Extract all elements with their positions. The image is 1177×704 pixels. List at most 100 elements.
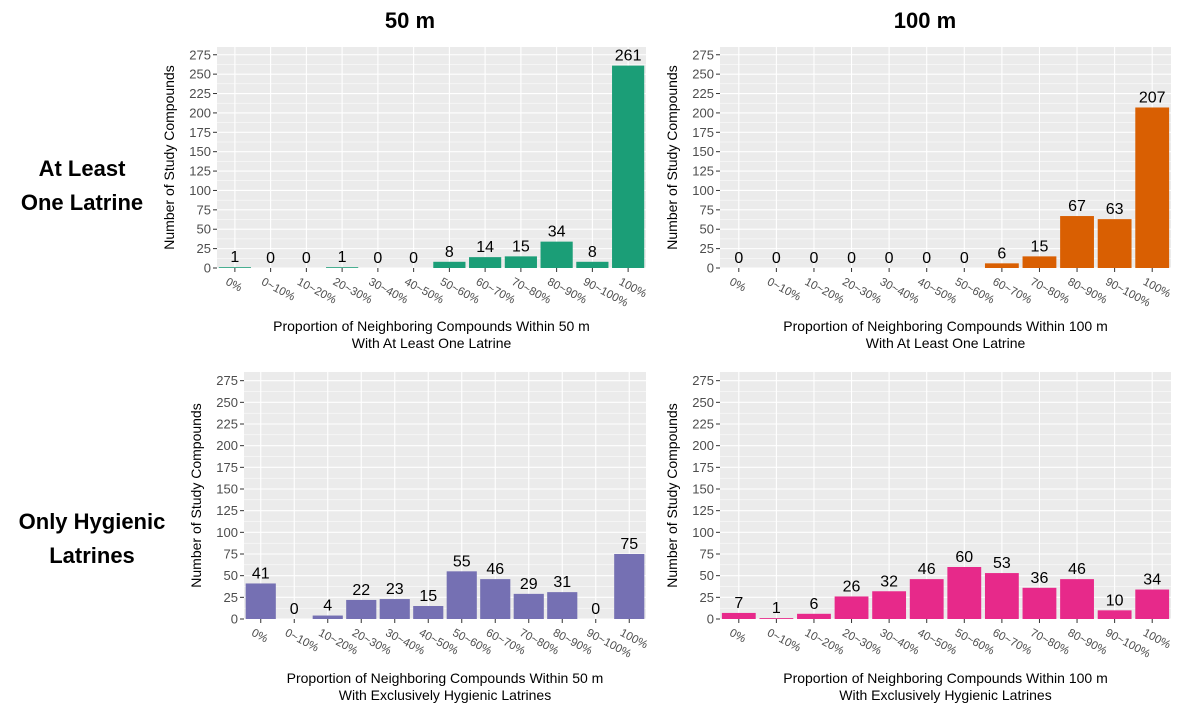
bar [346, 599, 377, 619]
y-tick-label: 25 [700, 241, 714, 256]
y-tick-label: 225 [692, 417, 714, 432]
x-tick-label: 80~90% [545, 276, 588, 307]
bar [947, 567, 982, 619]
bar [1022, 256, 1057, 268]
bar-value-label: 8 [445, 244, 454, 261]
bar-value-label: 23 [386, 581, 404, 598]
y-axis-title: Number of Study Compounds [188, 403, 204, 587]
bar-value-label: 0 [734, 250, 743, 267]
y-tick-label: 250 [692, 395, 714, 410]
x-axis-title-line: With Exclusively Hygienic Latrines [339, 687, 551, 703]
y-tick-label: 50 [700, 222, 714, 237]
panel-background [720, 372, 1171, 619]
y-tick-label: 50 [197, 222, 211, 237]
bar-value-label: 7 [734, 595, 743, 612]
bar-value-label: 0 [960, 250, 969, 267]
y-axis-title: Number of Study Compounds [664, 65, 680, 249]
bar-value-label: 4 [323, 598, 332, 615]
x-tick-label: 30~40% [878, 276, 921, 307]
bar-value-label: 46 [486, 561, 504, 578]
bar-value-label: 34 [1143, 572, 1161, 589]
bar-value-label: 60 [955, 549, 973, 566]
y-tick-label: 25 [224, 590, 238, 605]
row-label-line-1: Only Hygienic [18, 509, 166, 534]
x-tick-label: 80~90% [1066, 276, 1109, 307]
bar [540, 241, 573, 268]
bar [721, 612, 756, 619]
x-tick-label: 20~30% [840, 276, 883, 307]
bar-value-label: 36 [1031, 570, 1049, 587]
x-tick-label: 50~60% [953, 627, 996, 658]
bar-value-label: 67 [1068, 198, 1086, 215]
x-tick-label: 10~20% [295, 276, 338, 307]
x-axis-title-line: With Exclusively Hygienic Latrines [839, 687, 1051, 703]
y-tick-label: 75 [197, 202, 211, 217]
y-tick-label: 0 [231, 612, 238, 627]
bar-value-label: 0 [373, 250, 382, 267]
column-title-50m: 50 m [384, 8, 436, 33]
bar-value-label: 1 [338, 249, 347, 266]
bar [480, 579, 511, 619]
y-axis-title: Number of Study Compounds [664, 403, 680, 587]
row-label-line-2: One Latrine [20, 190, 144, 215]
bar-value-label: 26 [843, 578, 861, 595]
bar-value-label: 1 [772, 600, 781, 617]
bar [379, 599, 410, 619]
bar-value-label: 0 [885, 250, 894, 267]
bar [909, 579, 944, 619]
x-tick-label: 70~80% [1028, 276, 1071, 307]
panel-background [244, 372, 646, 619]
bar [218, 267, 251, 268]
x-tick-label: 40~50% [402, 276, 445, 307]
bar-value-label: 10 [1106, 592, 1124, 609]
bar-value-label: 31 [553, 574, 571, 591]
x-tick-label: 0% [223, 276, 243, 294]
bar-value-label: 207 [1139, 89, 1166, 106]
y-tick-label: 75 [224, 547, 238, 562]
bar [797, 613, 831, 619]
row-label-line-1: At Least [38, 156, 126, 181]
y-tick-label: 225 [189, 86, 211, 101]
x-axis-title-line: Proportion of Neighboring Compounds With… [273, 318, 590, 334]
bar-value-label: 41 [252, 565, 270, 582]
y-tick-label: 50 [700, 568, 714, 583]
x-tick-label: 70~80% [509, 276, 552, 307]
bar-value-label: 8 [588, 244, 597, 261]
x-tick-label: 50~60% [438, 276, 481, 307]
bar-value-label: 53 [993, 555, 1011, 572]
bar [446, 571, 477, 619]
x-tick-label: 70~80% [1028, 627, 1071, 658]
y-tick-label: 275 [189, 47, 211, 62]
y-tick-label: 175 [189, 125, 211, 140]
y-tick-label: 150 [189, 144, 211, 159]
x-tick-label: 40~50% [915, 627, 958, 658]
bar [984, 573, 1019, 619]
bar [1135, 107, 1170, 268]
bar [1022, 587, 1057, 619]
bar [433, 261, 466, 268]
y-tick-label: 175 [216, 460, 238, 475]
x-tick-label: 10~20% [803, 627, 846, 658]
bar-value-label: 0 [266, 250, 275, 267]
bar-value-label: 75 [620, 536, 638, 553]
y-tick-label: 175 [692, 125, 714, 140]
x-tick-label: 20~30% [840, 627, 883, 658]
y-tick-label: 75 [700, 202, 714, 217]
x-tick-label: 80~90% [1066, 627, 1109, 658]
column-title-100m: 100 m [893, 8, 957, 33]
y-tick-label: 125 [692, 503, 714, 518]
x-tick-label: 40~50% [915, 276, 958, 307]
y-tick-label: 275 [216, 373, 238, 388]
y-tick-label: 75 [700, 547, 714, 562]
bar [245, 583, 276, 619]
y-tick-label: 150 [692, 144, 714, 159]
x-tick-label: 30~40% [366, 276, 409, 307]
bar [547, 592, 578, 619]
y-tick-label: 200 [692, 105, 714, 120]
y-tick-label: 250 [189, 67, 211, 82]
bar [413, 606, 444, 619]
bar-value-label: 0 [302, 250, 311, 267]
bar-value-label: 15 [419, 588, 437, 605]
y-tick-label: 100 [692, 183, 714, 198]
